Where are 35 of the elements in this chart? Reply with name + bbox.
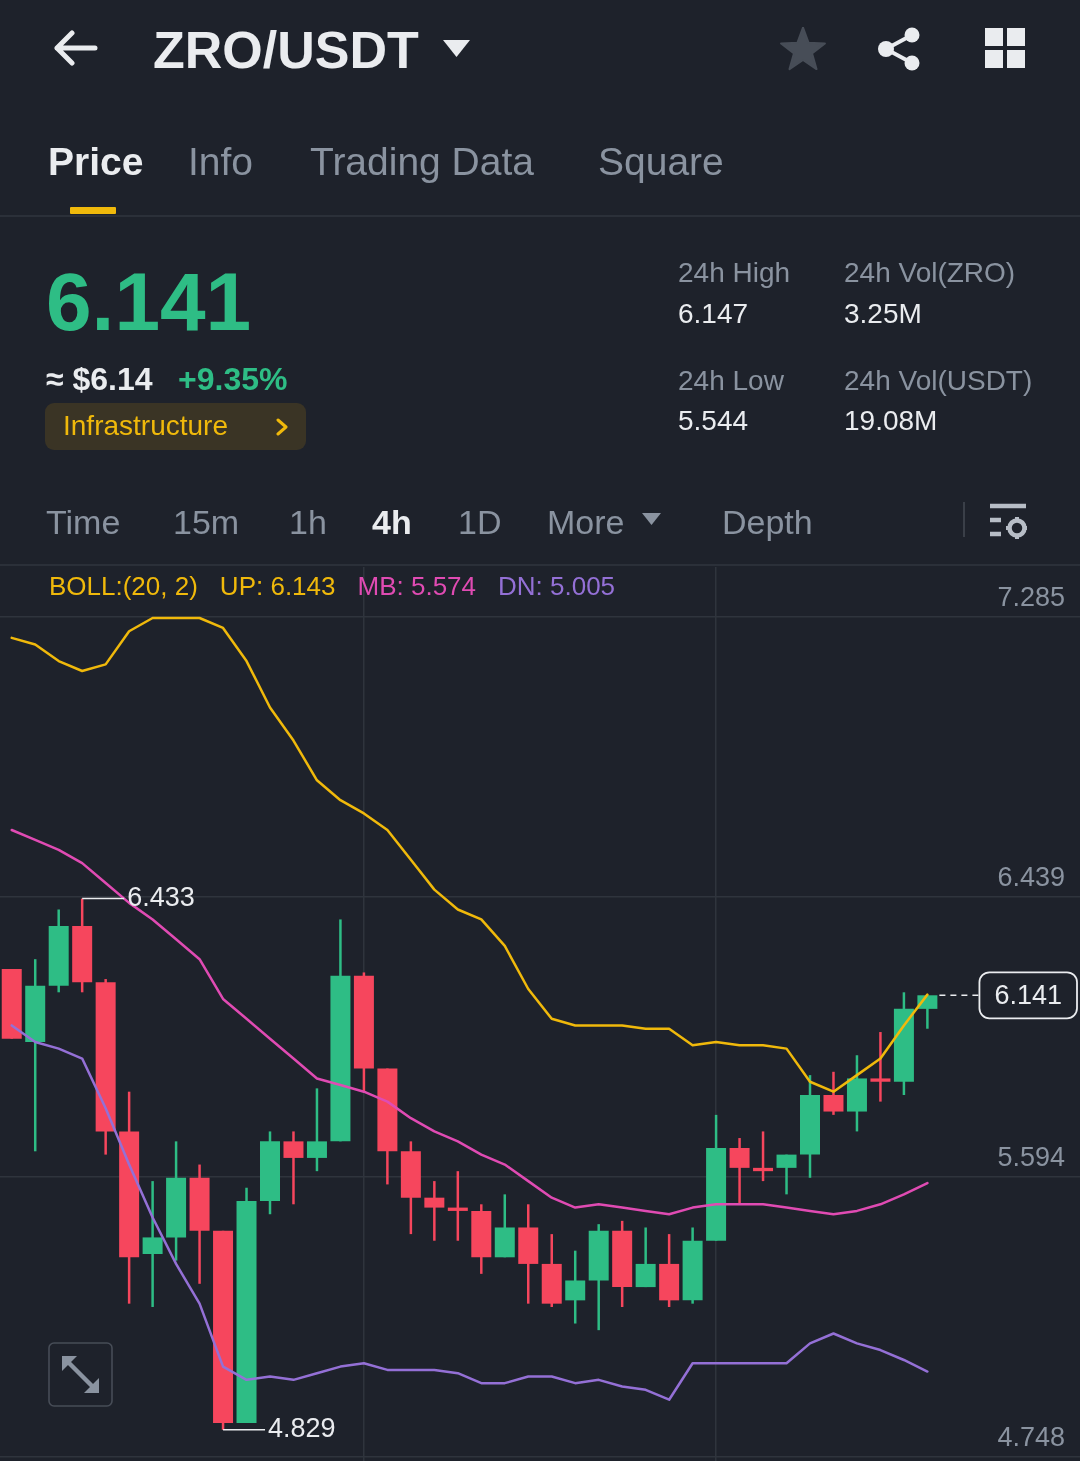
text: 5.544 [678, 405, 749, 436]
chart-title: ZRO/USDT [153, 21, 419, 79]
series-label: UP: 6.143 [219, 571, 336, 601]
text: DN: 5.005 [498, 571, 616, 601]
y-tick-label: 7.285 [997, 581, 1065, 612]
text: Price [48, 140, 144, 183]
y-tick-label: 5.594 [997, 1141, 1065, 1172]
text: Trading Data [310, 140, 535, 183]
text: ≈ $6.14 [46, 361, 153, 397]
text: 6.141 [46, 256, 252, 347]
text: Time [46, 503, 121, 541]
text: Square [598, 140, 724, 183]
text: More [547, 503, 625, 541]
text: 24h Vol(ZRO) [844, 257, 1016, 288]
y-tick-label: 4.748 [997, 1422, 1065, 1453]
text: 1h [289, 503, 327, 541]
text: MB: 5.574 [357, 571, 477, 601]
text: 24h Low [678, 365, 784, 396]
y-tick-label: 6.439 [997, 862, 1065, 893]
text: 19.08M [844, 405, 938, 436]
text: Depth [722, 503, 813, 541]
text: +9.35% [178, 361, 288, 397]
text: Infrastructure [63, 410, 228, 441]
ref-line-label: 6.141 [994, 979, 1063, 1010]
annotation: 6.433 [127, 882, 195, 913]
text: 24h High [678, 257, 791, 288]
text: 15m [173, 503, 240, 541]
text: 1D [458, 503, 502, 541]
annotation: 4.829 [268, 1413, 336, 1444]
text: 6.147 [678, 298, 749, 329]
text: 24h Vol(USDT) [844, 365, 1033, 396]
text: 4h [372, 503, 412, 541]
text: Info [188, 140, 254, 183]
annotation: BOLL:(20, 2) [49, 571, 198, 601]
text: 3.25M [844, 298, 922, 329]
